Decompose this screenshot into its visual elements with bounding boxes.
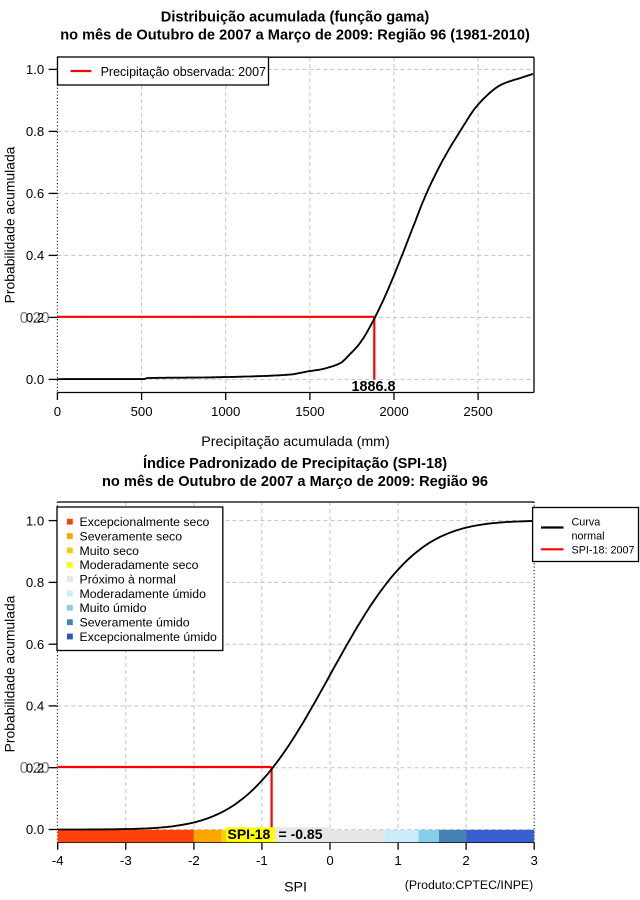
svg-text:500: 500: [131, 404, 153, 419]
svg-text:Precipitação acumulada (mm): Precipitação acumulada (mm): [201, 434, 389, 450]
svg-text:0: 0: [326, 853, 333, 868]
svg-text:-3: -3: [120, 853, 132, 868]
svg-text:0.20: 0.20: [20, 310, 50, 327]
svg-text:normal: normal: [572, 530, 605, 542]
svg-text:0.2: 0.2: [26, 760, 44, 775]
svg-text:0.8: 0.8: [26, 575, 44, 590]
svg-text:SPI-18: SPI-18: [228, 826, 271, 842]
svg-text:0.6: 0.6: [26, 637, 44, 652]
svg-text:2500: 2500: [463, 404, 492, 419]
svg-text:Precipitação observada: 2007: Precipitação observada: 2007: [101, 65, 266, 79]
svg-text:Muito úmido: Muito úmido: [80, 601, 147, 615]
svg-text:0.2: 0.2: [26, 310, 44, 325]
svg-text:(Produto:CPTEC/INPE): (Produto:CPTEC/INPE): [405, 878, 533, 892]
svg-text:0.6: 0.6: [26, 186, 44, 201]
svg-text:-4: -4: [52, 853, 64, 868]
svg-text:2: 2: [462, 853, 469, 868]
svg-text:1886.8: 1886.8: [351, 379, 395, 395]
svg-text:1.0: 1.0: [26, 513, 44, 528]
svg-text:SPI-18: 2007: SPI-18: 2007: [572, 545, 635, 557]
svg-text:Distribuição acumulada (função: Distribuição acumulada (função gama): [161, 10, 430, 26]
svg-text:Excepcionalmente seco: Excepcionalmente seco: [80, 515, 210, 529]
svg-text:3: 3: [531, 853, 538, 868]
svg-text:Severamente úmido: Severamente úmido: [80, 616, 190, 630]
svg-text:-1: -1: [256, 853, 268, 868]
svg-text:Moderadamente seco: Moderadamente seco: [80, 558, 199, 572]
svg-text:0.0: 0.0: [26, 822, 44, 837]
svg-text:Muito seco: Muito seco: [80, 544, 140, 558]
svg-text:0.0: 0.0: [26, 372, 44, 387]
svg-text:0.20: 0.20: [20, 760, 50, 777]
svg-text:Probabilidade acumulada: Probabilidade acumulada: [2, 146, 18, 303]
svg-text:1000: 1000: [211, 404, 240, 419]
svg-text:Moderadamente úmido: Moderadamente úmido: [80, 587, 207, 601]
svg-text:0.8: 0.8: [26, 124, 44, 139]
svg-text:0.4: 0.4: [26, 699, 44, 714]
svg-text:SPI: SPI: [284, 880, 307, 896]
svg-text:1500: 1500: [295, 404, 324, 419]
svg-text:2000: 2000: [379, 404, 408, 419]
svg-text:0.4: 0.4: [26, 248, 44, 263]
svg-text:Curva: Curva: [572, 516, 601, 528]
svg-text:Severamente seco: Severamente seco: [80, 530, 183, 544]
svg-text:no mês de Outubro de 2007 a Ma: no mês de Outubro de 2007 a Março de 200…: [102, 474, 488, 490]
svg-text:-2: -2: [188, 853, 200, 868]
svg-text:1.0: 1.0: [26, 62, 44, 77]
svg-text:Próximo à normal: Próximo à normal: [80, 573, 176, 587]
svg-text:Probabilidade acumulada: Probabilidade acumulada: [2, 595, 18, 752]
svg-text:Excepcionalmente úmido: Excepcionalmente úmido: [80, 630, 218, 644]
svg-text:1: 1: [394, 853, 401, 868]
svg-text:= -0.85: = -0.85: [279, 826, 323, 842]
svg-text:no mês de Outubro de 2007 a Ma: no mês de Outubro de 2007 a Março de 200…: [60, 28, 530, 44]
svg-text:Índice Padronizado de Precipit: Índice Padronizado de Precipitação (SPI-…: [143, 455, 447, 472]
svg-text:0: 0: [54, 404, 61, 419]
